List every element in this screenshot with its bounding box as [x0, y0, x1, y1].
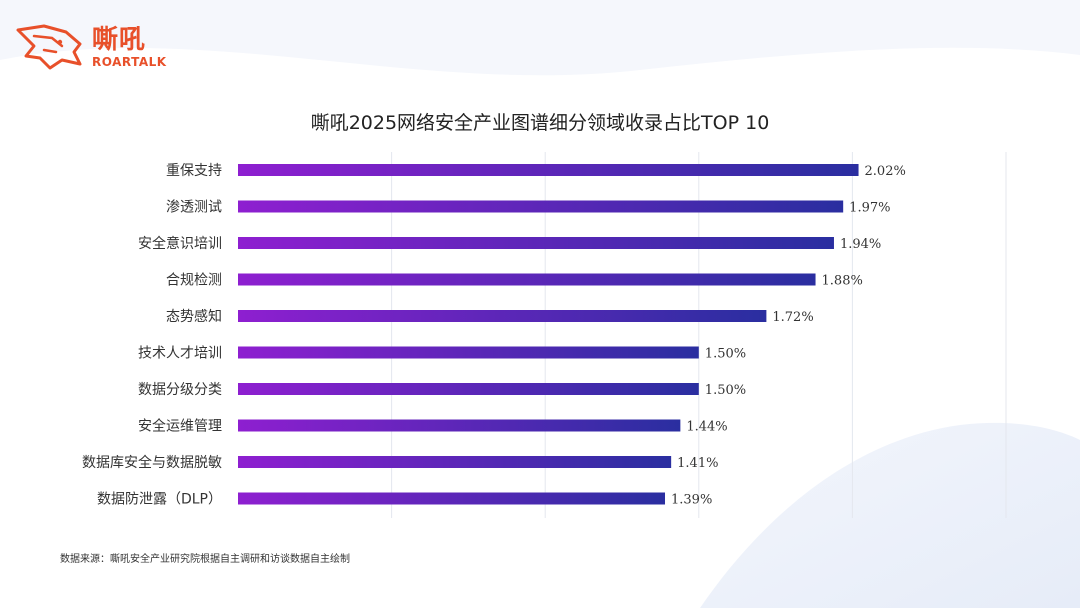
bar [238, 383, 699, 395]
brand-name-cn: 嘶吼 [92, 24, 147, 55]
bar [238, 492, 666, 505]
category-label: 安全意识培训 [138, 235, 222, 252]
brand-name-en: ROARTALK [92, 54, 167, 69]
value-label: 1.72% [772, 310, 813, 325]
bar [238, 419, 681, 432]
tiger-head-icon [16, 24, 82, 70]
value-label: 1.88% [822, 274, 863, 289]
category-label: 渗透测试 [166, 200, 222, 216]
data-source-note: 数据来源：嘶吼安全产业研究院根据自主调研和访谈数据自主绘制 [60, 554, 350, 565]
bar [238, 456, 672, 468]
bar [238, 237, 834, 249]
category-label: 态势感知 [166, 308, 222, 325]
value-label: 1.39% [671, 493, 712, 508]
chart-title: 嘶吼2025网络安全产业图谱细分领域收录占比TOP 10 [310, 112, 770, 134]
bar [238, 164, 859, 176]
bar [238, 310, 767, 322]
bar [238, 200, 844, 213]
value-label: 2.02% [865, 164, 906, 179]
value-label: 1.94% [840, 237, 881, 252]
category-label: 安全运维管理 [138, 418, 222, 435]
category-label: 数据分级分类 [138, 382, 222, 398]
bar [238, 346, 699, 359]
category-label: 数据防泄露（DLP） [97, 492, 222, 508]
category-label: 重保支持 [166, 163, 222, 179]
value-label: 1.97% [849, 201, 890, 216]
value-label: 1.44% [686, 420, 727, 435]
value-label: 1.41% [677, 456, 718, 471]
category-label: 技术人才培训 [138, 346, 222, 362]
bar [238, 273, 816, 286]
value-label: 1.50% [705, 347, 746, 362]
category-label: 数据库安全与数据脱敏 [82, 454, 222, 471]
brand-logo: 嘶吼 ROARTALK [14, 22, 167, 72]
value-label: 1.50% [705, 383, 746, 398]
category-label: 合规检测 [166, 273, 222, 289]
